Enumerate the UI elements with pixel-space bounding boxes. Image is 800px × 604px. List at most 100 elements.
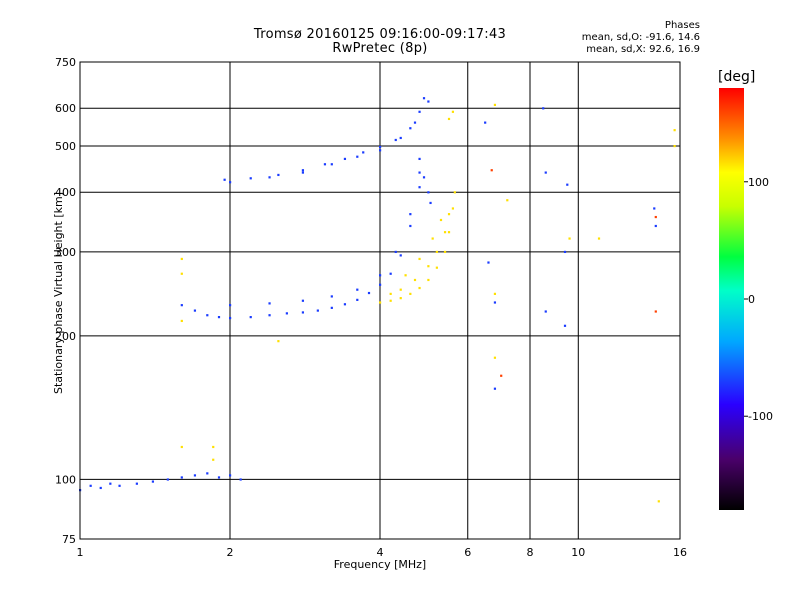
data-point-o — [566, 183, 569, 186]
x-tick-label: 2 — [227, 546, 234, 559]
data-point-x — [597, 237, 601, 240]
y-tick-label: 750 — [55, 56, 76, 69]
data-point-o — [223, 178, 226, 181]
grid-lines — [80, 62, 680, 539]
data-point-o — [180, 476, 183, 479]
y-axis-label: Stationary phase Virtual Height [km] — [52, 191, 65, 395]
colorbar-tick-label: -100 — [748, 410, 773, 423]
data-point-o — [268, 302, 271, 305]
phases-header: Phases — [664, 20, 700, 31]
data-point-o — [229, 316, 232, 320]
data-point-o — [409, 213, 412, 216]
data-point-o — [229, 181, 232, 184]
data-point-o — [301, 311, 305, 314]
data-point-o — [285, 312, 288, 315]
data-point-o — [166, 478, 169, 481]
y-tick-label: 100 — [55, 473, 76, 486]
data-point-x — [451, 110, 455, 113]
data-point-o — [229, 304, 232, 307]
data-point-x — [493, 292, 497, 295]
data-point-o — [217, 476, 221, 479]
y-tick-label: 75 — [62, 533, 76, 546]
data-point-x — [180, 445, 183, 449]
data-point-x — [409, 292, 412, 295]
data-point-x — [447, 213, 451, 216]
data-point-o — [427, 191, 430, 194]
data-point-o — [418, 157, 421, 161]
data-point-o — [301, 171, 305, 174]
y-tick-label: 600 — [55, 102, 76, 115]
data-point-o — [653, 207, 656, 210]
data-point-o — [99, 486, 102, 490]
x-axis-ticks: 1 2 4 6 8 10 16 — [77, 546, 688, 559]
data-point-o — [323, 163, 327, 166]
data-point-o — [427, 100, 430, 103]
data-point-x — [443, 250, 447, 254]
data-point-x — [568, 237, 571, 240]
data-point-x — [447, 117, 451, 121]
data-point-o — [484, 121, 487, 124]
data-point-x — [389, 299, 392, 302]
data-point-o — [180, 304, 183, 307]
data-point-o — [542, 107, 545, 110]
data-point-o — [330, 295, 333, 298]
data-point-x — [427, 265, 430, 268]
x-axis-label: Frequency [MHz] — [333, 558, 427, 571]
data-point-o — [206, 314, 209, 317]
data-point-o — [249, 177, 252, 180]
x-tick-label: 4 — [377, 546, 384, 559]
y-tick-label: 300 — [55, 246, 76, 259]
data-point-x — [418, 286, 421, 290]
data-point-x — [453, 191, 456, 194]
data-point-o — [301, 169, 305, 172]
x-tick-label: 10 — [571, 546, 585, 559]
data-point-x — [277, 340, 280, 343]
data-point-o — [418, 171, 421, 174]
data-point-x — [427, 278, 430, 282]
data-point-o — [379, 283, 382, 286]
chart-subtitle: RwPretec (8p) — [332, 41, 428, 56]
data-point-o — [422, 97, 426, 100]
data-point-o — [409, 127, 412, 130]
y-tick-label: 200 — [55, 330, 76, 343]
data-point-o — [544, 310, 547, 313]
data-point-o — [356, 288, 359, 291]
x-tick-label: 1 — [77, 546, 84, 559]
x-tick-label: 16 — [673, 546, 687, 559]
data-point-o — [316, 309, 319, 312]
data-point-x — [379, 301, 382, 304]
data-point-o — [379, 274, 382, 277]
data-point-o — [563, 324, 567, 327]
data-point-x — [657, 500, 660, 503]
data-point-other — [490, 169, 493, 172]
data-point-o — [399, 254, 402, 257]
colorbar-unit: [deg] — [718, 69, 756, 85]
data-point-o — [418, 110, 421, 113]
data-point-other — [654, 215, 657, 219]
data-point-x — [451, 207, 455, 210]
data-point-o — [367, 291, 371, 295]
data-point-o — [429, 201, 432, 205]
data-points — [79, 97, 676, 503]
data-point-x — [443, 231, 447, 234]
data-point-o — [277, 173, 280, 177]
data-point-o — [217, 316, 221, 319]
data-point-x — [413, 278, 417, 282]
data-point-o — [413, 121, 417, 124]
data-point-x — [212, 458, 215, 461]
data-point-o — [563, 250, 567, 254]
data-point-x — [180, 319, 183, 323]
data-point-o — [379, 149, 382, 152]
data-point-o — [394, 250, 397, 254]
data-point-o — [409, 224, 412, 228]
data-point-o — [239, 478, 242, 481]
data-point-o — [493, 387, 497, 390]
data-point-o — [206, 472, 209, 475]
data-point-o — [109, 482, 112, 485]
colorbar — [719, 88, 744, 510]
data-point-x — [180, 272, 183, 275]
data-point-other — [654, 310, 657, 313]
data-point-o — [249, 316, 252, 319]
data-point-o — [118, 484, 121, 487]
